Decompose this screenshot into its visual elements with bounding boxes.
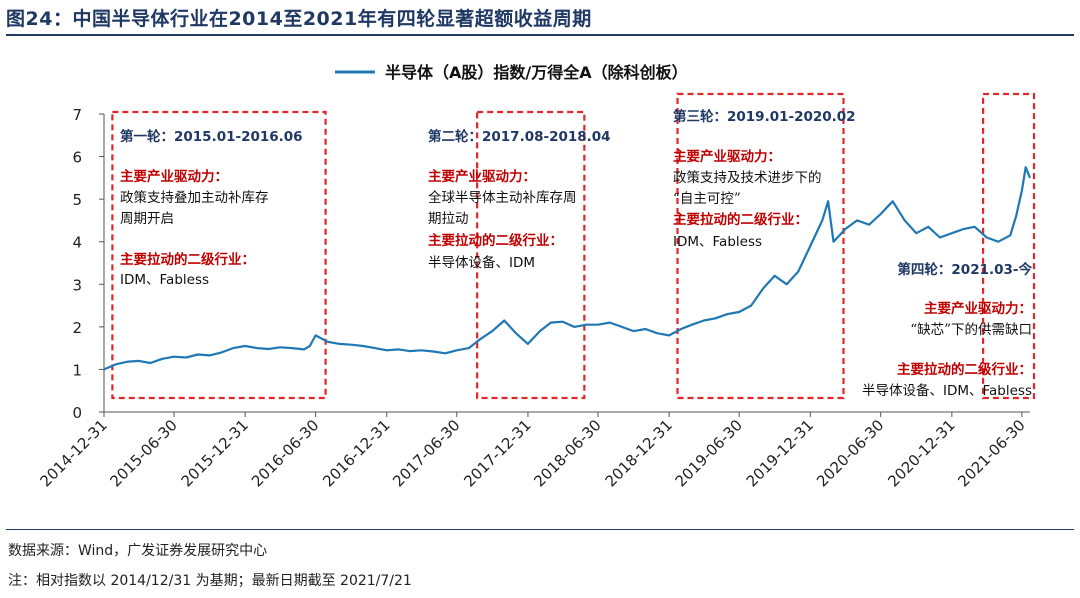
x-tick-label: 2016-12-31 [319,416,393,490]
x-tick-label: 2015-06-30 [106,416,180,490]
footer-divider [6,529,1074,530]
y-tick-label: 5 [72,191,82,209]
round1-heading: 第一轮：2015.01-2016.06 [120,129,303,145]
x-tick-label: 2017-06-30 [389,416,463,490]
round3-driver-label: 主要产业驱动力： [673,149,781,165]
round3-sectors: IDM、Fabless [673,234,763,250]
x-tick-label: 2018-06-30 [530,416,604,490]
y-tick-label: 0 [72,404,82,422]
figure-title: 图24：中国半导体行业在2014至2021年有四轮显著超额收益周期 [6,8,592,30]
round2-sector-label: 主要拉动的二级行业： [428,233,563,249]
highlight-box-3 [676,92,845,400]
highlight-box-4 [981,92,1036,400]
round2-driver-label: 主要产业驱动力： [428,169,536,185]
base-period-note: 注：相对指数以 2014/12/31 为基期；最新日期截至 2021/7/21 [8,573,412,589]
x-tick-label: 2016-06-30 [248,416,322,490]
round4-heading: 第四轮：2021.03-今 [897,262,1032,278]
round1-driver-line1: 政策支持叠加主动补库存 [120,190,269,206]
y-tick-label: 1 [72,361,82,379]
title-divider [6,34,1074,36]
x-tick-label: 2018-12-31 [602,416,676,490]
round2-sectors: 半导体设备、IDM [428,255,536,271]
y-tick-label: 6 [72,149,82,167]
round3-heading: 第三轮：2019.01-2020.02 [673,109,856,125]
round1-sector-label: 主要拉动的二级行业： [120,252,255,268]
round4-sectors: 半导体设备、IDM、Fabless [861,383,1032,399]
y-tick-label: 3 [72,276,82,294]
x-tick-label: 2015-12-31 [178,416,252,490]
round2-driver-line1: 全球半导体主动补库存周 [428,190,577,206]
x-tick-label: 2021-06-30 [954,416,1028,490]
y-tick-label: 2 [72,319,82,337]
round1-sectors: IDM、Fabless [120,272,210,288]
round4-sector-label: 主要拉动的二级行业： [897,362,1032,378]
chart-axes: 012345672014-12-312015-06-302015-12-3120… [36,106,1030,490]
y-tick-label: 7 [72,106,82,124]
round3-sector-label: 主要拉动的二级行业： [673,212,808,228]
highlight-box-2 [476,110,586,400]
highlight-boxes [111,92,1036,400]
x-tick-label: 2014-12-31 [36,416,110,490]
round4-driver-line1: “缺芯”下的供需缺口 [910,322,1032,338]
round2-heading: 第二轮：2017.08-2018.04 [428,129,611,145]
round1-driver-line2: 周期开启 [120,211,174,227]
x-tick-label: 2019-12-31 [743,416,817,490]
source-note: 数据来源：Wind，广发证券发展研究中心 [8,543,268,559]
round3-driver-line2: “自主可控” [673,191,741,207]
x-tick-label: 2020-12-31 [884,416,958,490]
chart-series [103,166,1032,371]
round4-driver-label: 主要产业驱动力： [924,301,1032,317]
x-tick-label: 2020-06-30 [813,416,887,490]
y-tick-label: 4 [72,234,82,252]
x-tick-label: 2019-06-30 [672,416,746,490]
round2-driver-line2: 期拉动 [428,211,469,227]
x-tick-label: 2017-12-31 [460,416,534,490]
round3-driver-line1: 政策支持及技术进步下的 [673,170,822,186]
round1-driver-label: 主要产业驱动力： [120,169,228,185]
series-line-1 [103,166,1032,371]
highlight-box-1 [111,110,327,400]
chart-legend: 半导体（A股）指数/万得全A（除科创板） [335,63,688,82]
line-chart: 012345672014-12-312015-06-302015-12-3120… [36,63,1036,490]
legend-label: 半导体（A股）指数/万得全A（除科创板） [385,63,688,82]
